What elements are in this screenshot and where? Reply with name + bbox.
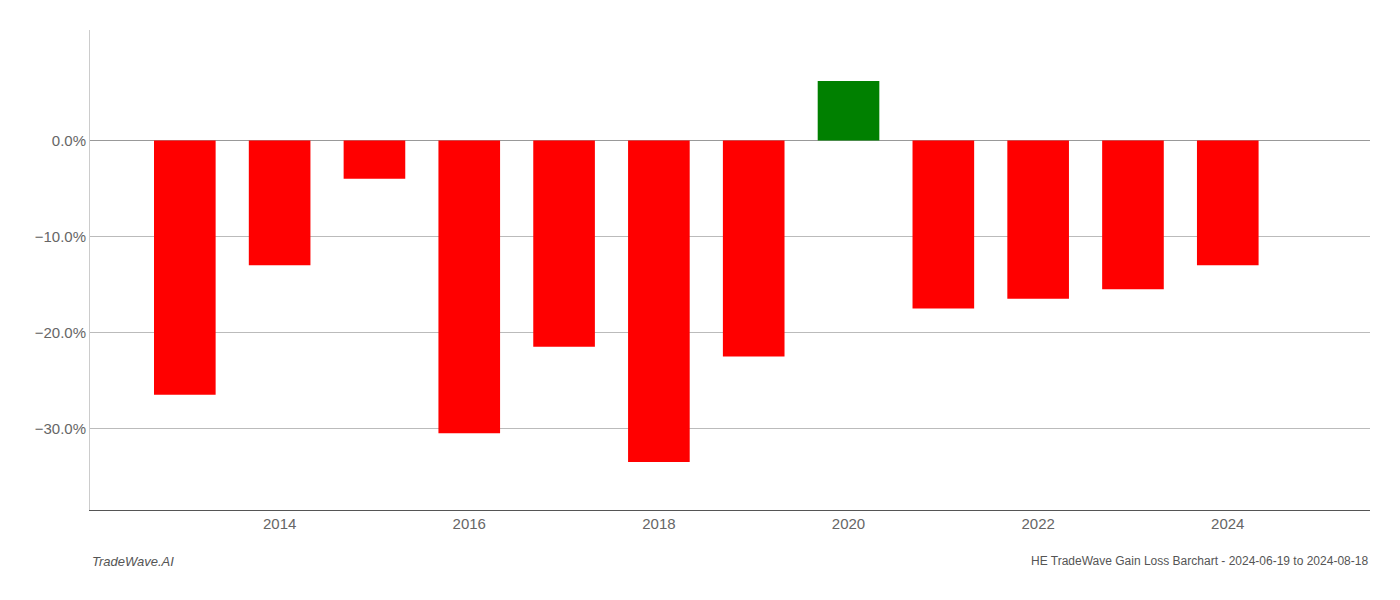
svg-text:2022: 2022	[1021, 515, 1054, 532]
svg-text:2020: 2020	[832, 515, 865, 532]
svg-text:−20.0%: −20.0%	[35, 324, 86, 341]
svg-text:2016: 2016	[453, 515, 486, 532]
svg-text:2018: 2018	[642, 515, 675, 532]
svg-text:TradeWave.AI: TradeWave.AI	[92, 554, 174, 569]
svg-text:HE TradeWave Gain Loss Barchar: HE TradeWave Gain Loss Barchart - 2024-0…	[1031, 554, 1368, 568]
svg-text:−10.0%: −10.0%	[35, 228, 86, 245]
svg-text:−30.0%: −30.0%	[35, 420, 86, 437]
svg-text:2024: 2024	[1211, 515, 1244, 532]
svg-text:0.0%: 0.0%	[52, 132, 86, 149]
svg-text:2014: 2014	[263, 515, 296, 532]
